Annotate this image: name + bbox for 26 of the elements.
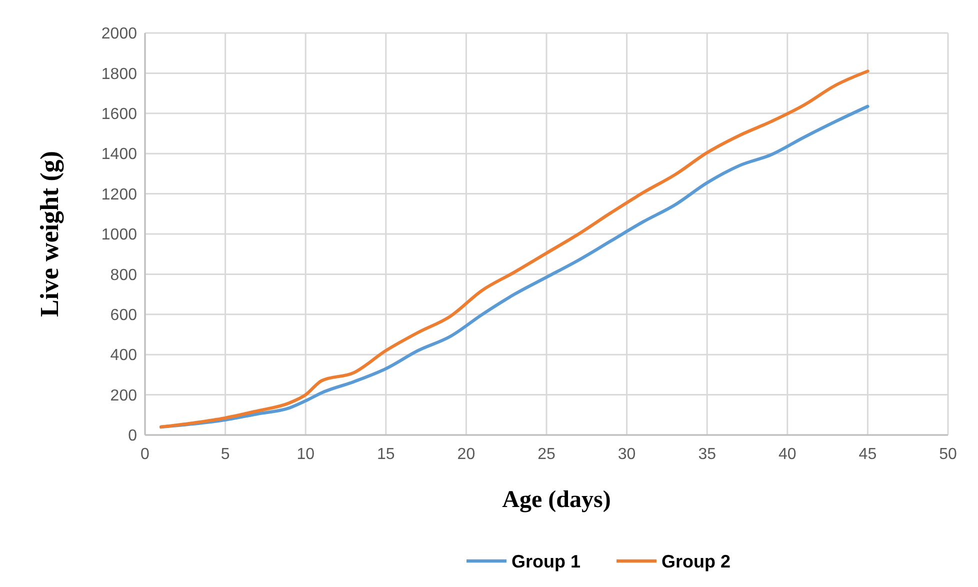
y-tick-label: 400 [110, 347, 138, 364]
y-tick-label: 1400 [101, 146, 138, 164]
y-tick-label: 800 [110, 266, 138, 284]
y-tick-label: 1200 [101, 186, 138, 204]
x-axis-title: Age (days) [502, 487, 611, 513]
x-tick-label: 45 [858, 446, 877, 463]
y-tick-label: 0 [128, 428, 138, 445]
y-tick-label: 1600 [101, 106, 138, 123]
x-tick-label: 5 [220, 446, 230, 463]
x-tick-label: 0 [140, 446, 150, 463]
y-tick-label: 1800 [101, 66, 138, 83]
x-tick-label: 50 [939, 446, 957, 463]
x-tick-label: 40 [778, 446, 796, 463]
y-axis-title: Live weight (g) [35, 150, 64, 318]
x-tick-label: 30 [618, 446, 636, 463]
y-tick-label: 600 [110, 307, 138, 324]
y-tick-label: 1000 [101, 226, 138, 244]
x-tick-label: 20 [457, 446, 476, 463]
x-tick-label: 25 [538, 446, 556, 463]
legend-label: Group 1 [512, 551, 581, 572]
y-tick-label: 200 [110, 387, 138, 404]
y-tick-label: 2000 [101, 26, 138, 43]
legend-label: Group 2 [662, 551, 731, 572]
x-tick-label: 35 [698, 446, 716, 463]
x-tick-label: 15 [377, 446, 395, 463]
x-tick-label: 10 [296, 446, 315, 463]
